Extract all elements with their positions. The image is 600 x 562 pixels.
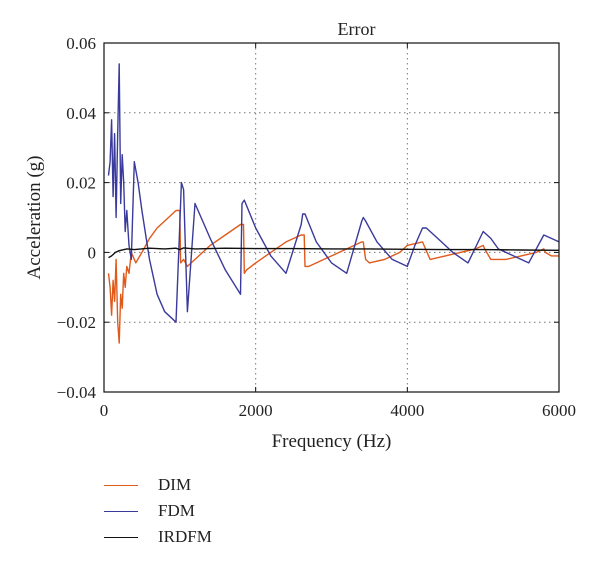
series-line-dim bbox=[107, 209, 559, 344]
x-tick-label: 6000 bbox=[542, 401, 576, 420]
y-tick-label: 0.02 bbox=[66, 174, 96, 193]
y-tick-label: 0.04 bbox=[66, 104, 96, 123]
x-tick-label: 2000 bbox=[239, 401, 273, 420]
y-tick-label: 0.06 bbox=[66, 34, 96, 53]
y-tick-label: 0 bbox=[88, 243, 97, 262]
series-line-fdm bbox=[107, 63, 560, 323]
series-line-irdfm bbox=[108, 247, 560, 259]
x-axis-label: Frequency (Hz) bbox=[272, 431, 392, 452]
x-tick-label: 4000 bbox=[390, 401, 424, 420]
legend-swatch-dim bbox=[104, 484, 138, 486]
legend: DIM FDM IRDFM bbox=[104, 472, 212, 550]
grid bbox=[104, 43, 559, 392]
chart-title: Error bbox=[338, 19, 376, 39]
legend-label-fdm: FDM bbox=[158, 501, 195, 520]
y-tick-label: −0.02 bbox=[57, 313, 96, 332]
legend-item-fdm: FDM bbox=[104, 498, 212, 524]
legend-label-irdfm: IRDFM bbox=[158, 527, 212, 546]
legend-label-dim: DIM bbox=[158, 475, 192, 494]
series-layer bbox=[107, 63, 560, 344]
legend-item-irdfm: IRDFM bbox=[104, 524, 212, 550]
x-tick-label: 0 bbox=[100, 401, 109, 420]
ticks: 0 2000 4000 6000 −0.04 −0.02 0 0.02 0.04 0.06 bbox=[57, 34, 576, 420]
y-axis-label: Acceleration (g) bbox=[24, 156, 45, 280]
plot-frame bbox=[103, 42, 560, 393]
legend-swatch-fdm bbox=[104, 510, 138, 512]
y-tick-label: −0.04 bbox=[57, 383, 97, 402]
legend-swatch-irdfm bbox=[104, 536, 138, 538]
legend-item-dim: DIM bbox=[104, 472, 212, 498]
